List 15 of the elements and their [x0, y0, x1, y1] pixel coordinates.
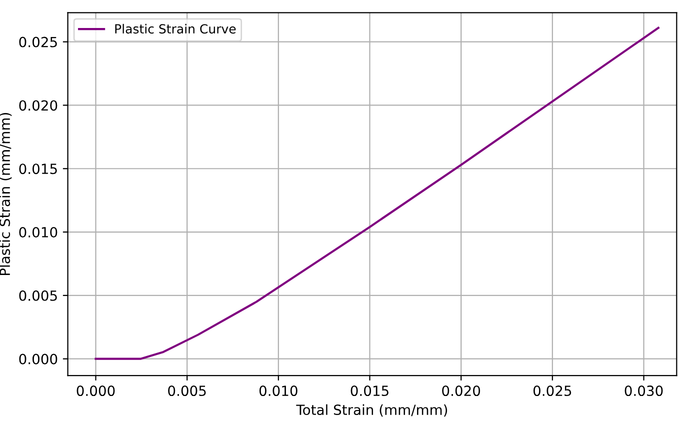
x-tick-label: 0.015 — [350, 386, 388, 396]
legend-label: Plastic Strain Curve — [115, 24, 236, 34]
x-tick-label: 0.020 — [442, 386, 480, 396]
x-tick-label: 0.010 — [259, 386, 298, 396]
y-tick-label: 0.015 — [19, 164, 57, 174]
x-tick-label: 0.025 — [533, 386, 572, 396]
y-tick-label: 0.025 — [19, 36, 57, 48]
x-tick-label: 0.000 — [76, 386, 115, 396]
x-axis-title: Total Strain (mm/mm) — [296, 404, 448, 417]
y-tick-label: 0.000 — [19, 354, 58, 364]
y-tick-label: 0.010 — [19, 227, 58, 238]
y-tick-label: 0.020 — [19, 100, 58, 111]
x-tick-label: 0.005 — [168, 386, 206, 396]
x-tick-label: 0.030 — [624, 386, 663, 396]
y-tick-label: 0.005 — [19, 290, 57, 301]
